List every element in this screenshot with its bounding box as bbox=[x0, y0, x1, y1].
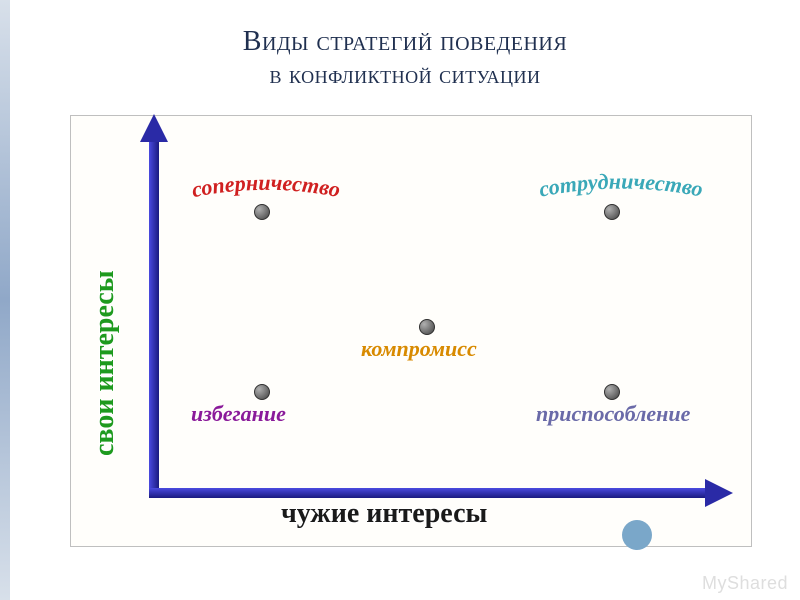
y-axis bbox=[149, 138, 159, 488]
label-compromise: компромисс bbox=[361, 336, 477, 362]
title-line2: в конфликтной ситуации bbox=[10, 59, 800, 92]
point-accommodation bbox=[604, 384, 620, 400]
point-avoidance bbox=[254, 384, 270, 400]
title-line1: Виды стратегий поведения bbox=[10, 24, 800, 59]
label-cooperation: сотрудничество bbox=[511, 156, 731, 216]
slide-title: Виды стратегий поведения в конфликтной с… bbox=[10, 24, 800, 92]
x-axis-label: чужие интересы bbox=[281, 498, 487, 530]
label-competition: соперничество bbox=[166, 156, 366, 216]
decorative-dot bbox=[622, 520, 652, 550]
y-axis-label: свои интересы bbox=[89, 270, 121, 456]
watermark: MyShared bbox=[702, 573, 788, 594]
svg-text:соперничество: соперничество bbox=[190, 170, 343, 202]
label-accommodation: приспособление bbox=[536, 401, 690, 427]
point-compromise bbox=[419, 319, 435, 335]
strategy-chart: чужие интересы свои интересы соперничеств… bbox=[70, 115, 752, 547]
slide: Виды стратегий поведения в конфликтной с… bbox=[0, 0, 800, 600]
x-axis bbox=[149, 488, 709, 498]
svg-text:сотрудничество: сотрудничество bbox=[537, 169, 705, 202]
label-avoidance: избегание bbox=[191, 401, 286, 427]
